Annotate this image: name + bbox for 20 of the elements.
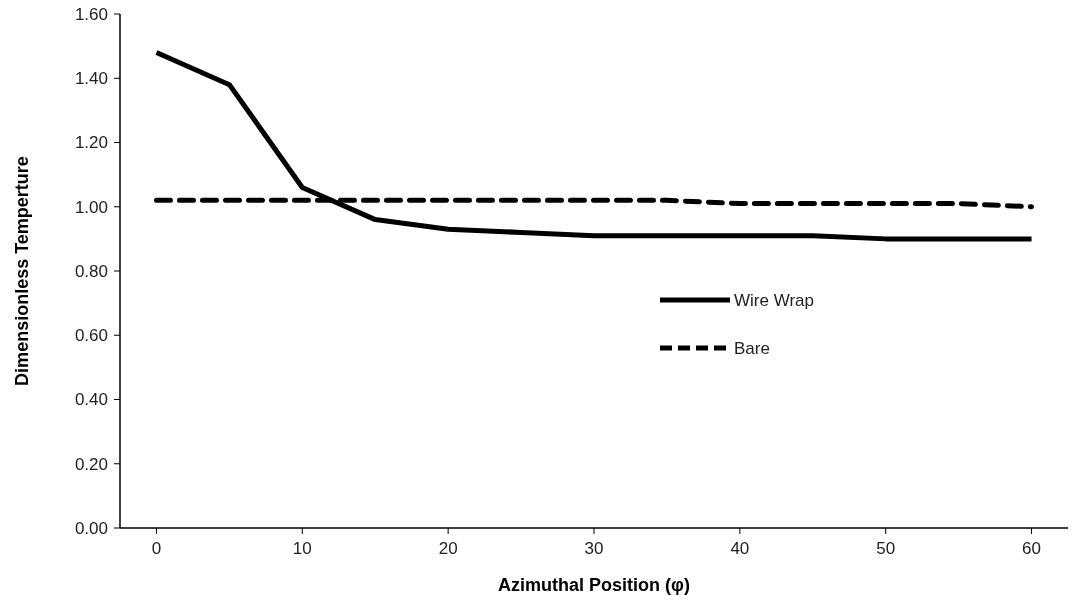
y-tick-label: 0.80 bbox=[74, 261, 108, 281]
x-tick-label: 40 bbox=[730, 539, 750, 558]
x-tick-label: 50 bbox=[876, 539, 896, 558]
x-axis-title: Azimuthal Position (φ) bbox=[498, 575, 690, 595]
x-tick-label: 10 bbox=[292, 539, 312, 558]
legend-label: Wire Wrap bbox=[734, 290, 814, 310]
y-axis-title: Dimensionless Temperture bbox=[12, 156, 32, 386]
legend-label: Bare bbox=[734, 338, 770, 358]
y-tick-label: 1.00 bbox=[74, 197, 108, 217]
x-tick-label: 0 bbox=[151, 539, 162, 558]
y-tick-label: 1.60 bbox=[74, 4, 108, 24]
x-tick-label: 60 bbox=[1022, 539, 1041, 558]
x-tick-label: 30 bbox=[584, 539, 604, 558]
x-tick-label: 20 bbox=[438, 539, 458, 558]
y-tick-label: 0.60 bbox=[74, 326, 108, 346]
y-tick-label: 0.20 bbox=[74, 454, 108, 474]
y-tick-label: 1.40 bbox=[74, 69, 108, 89]
y-tick-label: 1.20 bbox=[74, 133, 108, 153]
y-tick-label: 0.40 bbox=[74, 390, 108, 410]
y-tick-label: 0.00 bbox=[74, 518, 108, 538]
